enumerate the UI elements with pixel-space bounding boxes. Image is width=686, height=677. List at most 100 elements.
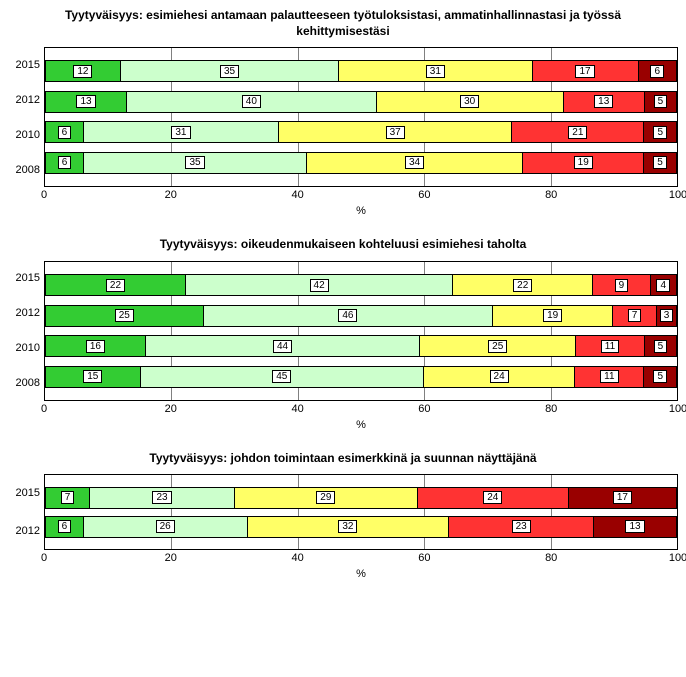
bar-segment: 13 <box>564 92 645 112</box>
bar-segment: 5 <box>645 336 676 356</box>
plot-area: 2242229425461973164425115154524115 <box>44 261 678 401</box>
segment-value-label: 19 <box>543 309 562 322</box>
bar-segment: 13 <box>594 517 676 537</box>
x-tick-label: 40 <box>291 403 303 415</box>
bar-segment: 35 <box>84 153 307 173</box>
bar-segment: 5 <box>644 122 676 142</box>
segment-value-label: 42 <box>310 279 329 292</box>
bar-row: 63137215 <box>45 121 677 143</box>
bar-row: 15 4524 11 5 <box>45 366 677 388</box>
segment-value-label: 40 <box>242 95 261 108</box>
segment-value-label: 29 <box>316 491 335 504</box>
bar-segment: 44 <box>146 336 420 356</box>
x-tick-label: 60 <box>418 552 430 564</box>
plot-wrap: 2015201220102008224222942546197316442511… <box>8 261 678 401</box>
x-tick-label: 100 <box>669 189 686 201</box>
y-axis: 2015201220102008 <box>8 261 44 401</box>
chart-title: Tyytyväisyys: oikeudenmukaiseen kohteluu… <box>8 237 678 261</box>
segment-value-label: 6 <box>58 520 72 533</box>
chart-title: Tyytyväisyys: esimiehesi antamaan palaut… <box>8 8 678 47</box>
segment-value-label: 13 <box>76 95 95 108</box>
bar-segment: 6 <box>46 122 84 142</box>
bar-segment: 24 <box>424 367 575 387</box>
segment-value-label: 13 <box>625 520 644 533</box>
bar-segment: 25 <box>420 336 576 356</box>
bar-segment: 29 <box>235 488 418 508</box>
x-tick-label: 0 <box>41 552 47 564</box>
x-tick-label: 40 <box>291 552 303 564</box>
segment-value-label: 12 <box>73 65 92 78</box>
segment-value-label: 32 <box>338 520 357 533</box>
bar-segment: 24 <box>418 488 569 508</box>
bar-segment: 6 <box>46 517 84 537</box>
y-tick-label: 2012 <box>8 525 40 537</box>
segment-value-label: 37 <box>386 126 405 139</box>
bar-segment: 5 <box>644 367 676 387</box>
segment-value-label: 11 <box>601 340 619 353</box>
chart-title: Tyytyväisyys: johdon toimintaan esimerkk… <box>8 451 678 475</box>
segment-value-label: 5 <box>653 126 667 139</box>
segment-value-label: 5 <box>653 370 667 383</box>
segment-value-label: 9 <box>615 279 629 292</box>
x-tick-label: 40 <box>291 189 303 201</box>
bar-segment: 25 <box>46 306 204 326</box>
bar-row: 22422294 <box>45 274 677 296</box>
x-tick-label: 20 <box>165 189 177 201</box>
bar-segment: 30 <box>377 92 564 112</box>
x-axis-title: % <box>44 419 678 431</box>
y-tick-label: 2015 <box>8 272 40 284</box>
x-axis: 020406080100 <box>44 403 678 417</box>
bar-segment: 16 <box>46 336 146 356</box>
bar-segment: 23 <box>449 517 594 537</box>
bar-segment: 26 <box>84 517 248 537</box>
x-tick-label: 0 <box>41 189 47 201</box>
y-tick-label: 2012 <box>8 307 40 319</box>
segment-value-label: 30 <box>460 95 479 108</box>
segment-value-label: 25 <box>115 309 134 322</box>
bar-segment: 17 <box>569 488 676 508</box>
segment-value-label: 15 <box>83 370 102 383</box>
bar-segment: 11 <box>576 336 645 356</box>
bar-segment: 32 <box>248 517 450 537</box>
bar-segment: 31 <box>84 122 279 142</box>
segment-value-label: 13 <box>594 95 613 108</box>
bar-segment: 6 <box>639 61 676 81</box>
bar-segment: 4 <box>651 275 676 295</box>
segment-value-label: 7 <box>628 309 642 322</box>
y-tick-label: 2010 <box>8 129 40 141</box>
bar-segment: 5 <box>644 153 676 173</box>
bar-segment: 23 <box>90 488 235 508</box>
x-tick-label: 80 <box>545 552 557 564</box>
stacked-bar-chart: Tyytyväisyys: esimiehesi antamaan palaut… <box>8 8 678 217</box>
y-tick-label: 2015 <box>8 487 40 499</box>
bar-segment: 45 <box>141 367 425 387</box>
stacked-bar-chart: Tyytyväisyys: oikeudenmukaiseen kohteluu… <box>8 237 678 431</box>
x-tick-label: 60 <box>418 403 430 415</box>
x-tick-label: 100 <box>669 552 686 564</box>
segment-value-label: 11 <box>600 370 618 383</box>
x-axis: 020406080100 <box>44 552 678 566</box>
segment-value-label: 4 <box>656 279 670 292</box>
bar-segment: 42 <box>186 275 453 295</box>
x-axis-title: % <box>44 568 678 580</box>
plot-wrap: 2015 2012 7 23 29 2417 6 26 32 23 13 <box>8 474 678 550</box>
segment-value-label: 22 <box>106 279 125 292</box>
segment-value-label: 26 <box>156 520 175 533</box>
segment-value-label: 3 <box>660 309 674 322</box>
segment-value-label: 31 <box>171 126 190 139</box>
x-tick-label: 20 <box>165 552 177 564</box>
bar-segment: 7 <box>613 306 657 326</box>
bar-segment: 11 <box>575 367 644 387</box>
bar-segment: 34 <box>307 153 523 173</box>
segment-value-label: 7 <box>61 491 75 504</box>
stacked-bar-chart: Tyytyväisyys: johdon toimintaan esimerkk… <box>8 451 678 581</box>
bar-row: 7 23 29 2417 <box>45 487 677 509</box>
y-tick-label: 2015 <box>8 59 40 71</box>
bar-segment: 9 <box>593 275 650 295</box>
plot-area: 7 23 29 2417 6 26 32 23 13 <box>44 474 678 550</box>
x-axis: 020406080100 <box>44 189 678 203</box>
x-axis-title: % <box>44 205 678 217</box>
bar-segment: 15 <box>46 367 141 387</box>
y-axis: 2015201220102008 <box>8 47 44 187</box>
bar-row: 134030135 <box>45 91 677 113</box>
